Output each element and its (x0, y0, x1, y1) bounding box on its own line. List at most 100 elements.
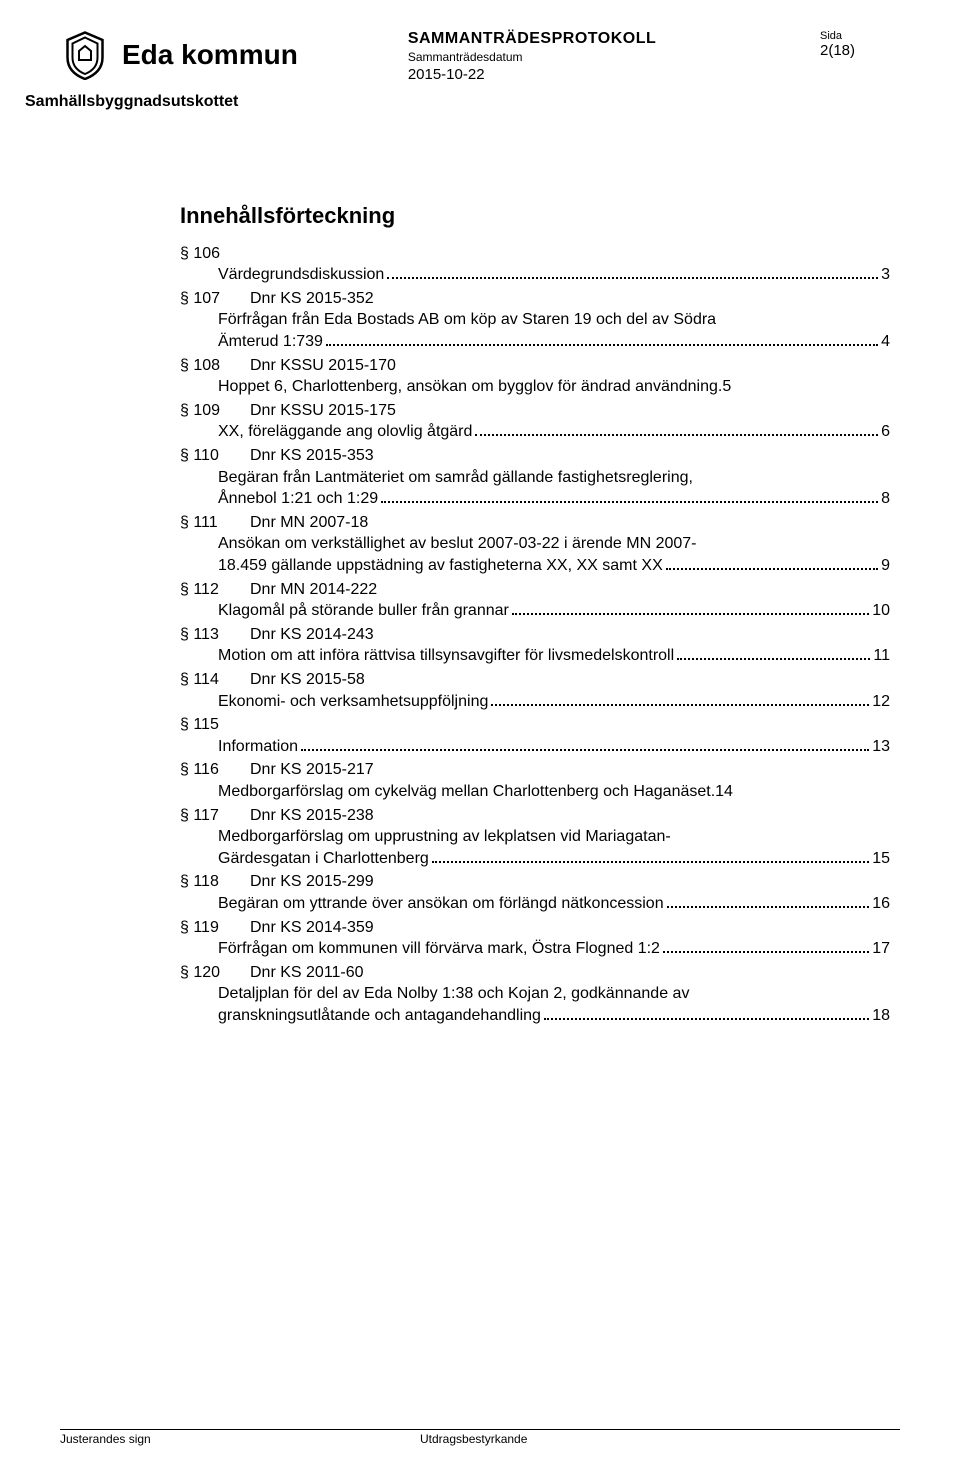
toc-description-text: Klagomål på störande buller från grannar (218, 600, 509, 622)
toc-leader-dots (512, 613, 869, 615)
toc-entry: § 112Dnr MN 2014-222Klagomål på störande… (180, 579, 890, 622)
toc-entry: § 114Dnr KS 2015-58Ekonomi- och verksamh… (180, 669, 890, 712)
toc-entry: § 109Dnr KSSU 2015-175XX, föreläggande a… (180, 400, 890, 443)
toc-description-line: Detaljplan för del av Eda Nolby 1:38 och… (180, 983, 890, 1005)
toc-entry-header: § 114Dnr KS 2015-58 (180, 669, 890, 691)
toc-dnr: Dnr KS 2015-352 (250, 288, 890, 310)
toc-dnr: Dnr KS 2014-359 (250, 917, 890, 939)
toc-description-text: Medborgarförslag om cykelväg mellan Char… (218, 781, 715, 803)
toc-description-text: Begäran från Lantmäteriet om samråd gäll… (218, 467, 693, 489)
toc-paragraph-number: § 115 (180, 714, 250, 736)
toc-dnr: Dnr MN 2007-18 (250, 512, 890, 534)
toc-paragraph-number: § 117 (180, 805, 250, 827)
toc-description-text: Medborgarförslag om upprustning av lekpl… (218, 826, 671, 848)
toc-entry-header: § 117Dnr KS 2015-238 (180, 805, 890, 827)
toc-entry-header: § 106 (180, 243, 890, 265)
page: Eda kommun SAMMANTRÄDESPROTOKOLL Sammant… (0, 0, 960, 1474)
toc-description-line: Ekonomi- och verksamhetsuppföljning12 (180, 691, 890, 713)
toc-page-number: 17 (872, 938, 890, 960)
toc-description-text: Begäran om yttrande över ansökan om förl… (218, 893, 664, 915)
toc-page-number: 6 (881, 421, 890, 443)
toc-entry: § 119Dnr KS 2014-359Förfrågan om kommune… (180, 917, 890, 960)
toc-paragraph-number: § 114 (180, 669, 250, 691)
toc-paragraph-number: § 116 (180, 759, 250, 781)
toc-entry-header: § 111Dnr MN 2007-18 (180, 512, 890, 534)
toc-description-line: Medborgarförslag om upprustning av lekpl… (180, 826, 890, 848)
toc-entry: § 111Dnr MN 2007-18Ansökan om verkställi… (180, 512, 890, 577)
protocol-sublabel: Sammanträdesdatum (408, 50, 820, 64)
toc-leader-dots (432, 861, 869, 863)
logo-block: Eda kommun (60, 30, 298, 80)
toc-entry: § 116Dnr KS 2015-217Medborgarförslag om … (180, 759, 890, 802)
toc-paragraph-number: § 110 (180, 445, 250, 467)
toc-leader-dots (667, 906, 870, 908)
toc-description-line: Ansökan om verkställighet av beslut 2007… (180, 533, 890, 555)
toc-entry: § 110Dnr KS 2015-353Begäran från Lantmät… (180, 445, 890, 510)
toc-leader-dots (544, 1018, 869, 1020)
toc-leader-dots (326, 344, 878, 346)
toc-leader-dots (301, 749, 869, 751)
toc-description-line: Hoppet 6, Charlottenberg, ansökan om byg… (180, 376, 890, 398)
toc-page-number: 18 (872, 1005, 890, 1027)
toc-container: § 106Värdegrundsdiskussion3§ 107Dnr KS 2… (180, 243, 890, 1027)
toc-dnr: Dnr KS 2015-217 (250, 759, 890, 781)
toc-description-line: Ämterud 1:739 4 (180, 331, 890, 353)
toc-page-number: 12 (872, 691, 890, 713)
toc-description-line: Ånnebol 1:21 och 1:298 (180, 488, 890, 510)
toc-description-line: Begäran från Lantmäteriet om samråd gäll… (180, 467, 890, 489)
toc-leader-dots (381, 501, 878, 503)
toc-page-number: 4 (881, 331, 890, 353)
header-right: Sida 2(18) (820, 30, 900, 59)
toc-entry: § 115Information 13 (180, 714, 890, 757)
toc-description-text: Gärdesgatan i Charlottenberg (218, 848, 429, 870)
toc-entry: § 107Dnr KS 2015-352Förfrågan från Eda B… (180, 288, 890, 353)
toc-page-number: 8 (881, 488, 890, 510)
toc-paragraph-number: § 107 (180, 288, 250, 310)
toc-entry-header: § 108Dnr KSSU 2015-170 (180, 355, 890, 377)
toc-paragraph-number: § 106 (180, 243, 250, 265)
toc-description-line: Klagomål på störande buller från grannar… (180, 600, 890, 622)
toc-entry-header: § 113Dnr KS 2014-243 (180, 624, 890, 646)
municipality-logo-icon (60, 30, 110, 80)
toc-paragraph-number: § 118 (180, 871, 250, 893)
toc-paragraph-number: § 120 (180, 962, 250, 984)
toc-page-number: 10 (872, 600, 890, 622)
toc-paragraph-number: § 109 (180, 400, 250, 422)
toc-description-text: Information (218, 736, 298, 758)
footer-right: Utdragsbestyrkande (420, 1429, 900, 1446)
toc-leader-dots (387, 277, 878, 279)
page-value: 2(18) (820, 42, 900, 59)
toc-entry-header: § 116Dnr KS 2015-217 (180, 759, 890, 781)
toc-entry-header: § 119Dnr KS 2014-359 (180, 917, 890, 939)
toc-title: Innehållsförteckning (180, 201, 890, 231)
toc-paragraph-number: § 112 (180, 579, 250, 601)
toc-description-text: Ansökan om verkställighet av beslut 2007… (218, 533, 697, 555)
toc-entry-header: § 110Dnr KS 2015-353 (180, 445, 890, 467)
toc-dnr: Dnr KS 2014-243 (250, 624, 890, 646)
toc-description-line: Värdegrundsdiskussion3 (180, 264, 890, 286)
toc-leader-dots (666, 568, 878, 570)
protocol-title: SAMMANTRÄDESPROTOKOLL (408, 30, 820, 48)
toc-description-line: Medborgarförslag om cykelväg mellan Char… (180, 781, 890, 803)
toc-entry-header: § 107Dnr KS 2015-352 (180, 288, 890, 310)
toc-dnr: Dnr KSSU 2015-175 (250, 400, 890, 422)
toc-leader-dots (677, 658, 870, 660)
toc-description-line: Förfrågan om kommunen vill förvärva mark… (180, 938, 890, 960)
toc-description-text: Ämterud 1:739 (218, 331, 323, 353)
toc-dnr: Dnr KS 2015-238 (250, 805, 890, 827)
toc-page-number: 15 (872, 848, 890, 870)
footer-left: Justerandes sign (60, 1429, 420, 1446)
toc-entry: § 108Dnr KSSU 2015-170Hoppet 6, Charlott… (180, 355, 890, 398)
toc-paragraph-number: § 119 (180, 917, 250, 939)
toc-description-text: Värdegrundsdiskussion (218, 264, 384, 286)
toc-description-text: XX, föreläggande ang olovlig åtgärd (218, 421, 472, 443)
org-name: Eda kommun (122, 39, 298, 71)
toc-dnr: Dnr KS 2015-58 (250, 669, 890, 691)
toc-entry-header: § 118Dnr KS 2015-299 (180, 871, 890, 893)
toc-description-text: Förfrågan från Eda Bostads AB om köp av … (218, 309, 716, 331)
toc-entry-header: § 109Dnr KSSU 2015-175 (180, 400, 890, 422)
toc-entry: § 118Dnr KS 2015-299Begäran om yttrande … (180, 871, 890, 914)
toc-description-text: 18.459 gällande uppstädning av fastighet… (218, 555, 663, 577)
toc-page-number: 11 (873, 645, 890, 667)
toc-page-number: 13 (872, 736, 890, 758)
